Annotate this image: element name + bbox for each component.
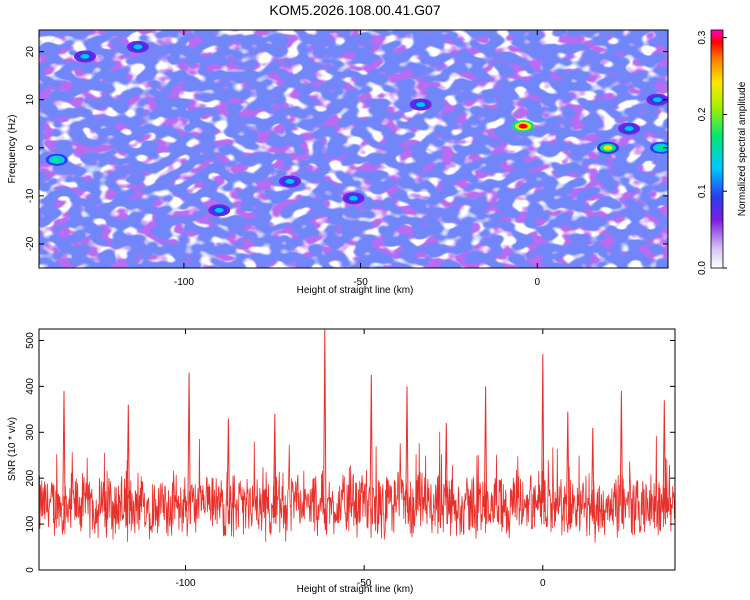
snr-y-tick-label: 100 (25, 515, 36, 532)
snr-y-tick-label: 300 (25, 424, 36, 441)
snr-peak (619, 390, 624, 525)
heatmap-y-tick-label: -20 (25, 236, 36, 251)
snr-noise-line (39, 431, 675, 543)
hotspot-core (652, 97, 662, 103)
snr-peak (541, 354, 545, 525)
snr-x-label: Height of straight line (km) (297, 584, 414, 595)
hotspot-core (52, 157, 62, 163)
heatmap-hotspot (646, 93, 668, 106)
heatmap-y-tick-label: 0 (25, 145, 36, 151)
colorbar-tick-label: 0.1 (697, 184, 708, 198)
heatmap-x-tick-label: -100 (174, 277, 194, 288)
hotspot-core (416, 102, 426, 107)
snr-x-tick-label: -100 (175, 578, 195, 589)
hotspot-core (656, 145, 666, 151)
heatmap-x-tick-label: -50 (353, 277, 368, 288)
hotspot-core (133, 44, 143, 50)
heatmap-hotspot (126, 40, 149, 53)
snr-peak (126, 404, 130, 525)
heatmap-x-tick-label: 0 (534, 277, 540, 288)
heatmap-hotspot (512, 120, 535, 133)
snr-peak (369, 374, 373, 525)
heatmap-x-label: Height of straight line (km) (297, 285, 414, 296)
snr-peak (226, 418, 231, 525)
heatmap-hotspot (342, 192, 365, 205)
colorbar-gradient (710, 29, 724, 269)
snr-panel: -100 -50 0 0 100 200 300 400 500 Height of strai… (7, 328, 676, 595)
snr-peak (662, 400, 666, 525)
colorbar-tick-label: 0.2 (697, 107, 708, 121)
hotspot-core (624, 126, 634, 131)
colorbar-tick-label: 0.3 (697, 30, 708, 44)
snr-axes: -100 -50 0 0 100 200 300 400 500 (25, 329, 675, 589)
heatmap-hotspot (45, 153, 68, 166)
heatmap-hotspot (73, 50, 96, 63)
heatmap-y-tick-label: -10 (25, 188, 36, 203)
heatmap-y-tick-label: 20 (25, 46, 36, 58)
snr-peak (591, 427, 595, 525)
heatmap-hotspot (596, 141, 619, 154)
snr-peak (187, 372, 191, 525)
heatmap-hotspot (618, 122, 641, 135)
snr-peak (483, 386, 488, 525)
snr-peak (566, 411, 570, 525)
snr-y-tick-label: 0 (25, 567, 36, 573)
heatmap-texture-peaks (39, 30, 668, 268)
hotspot-core (603, 145, 613, 151)
colorbar-label: Normalized spectral amplitude (737, 81, 748, 216)
snr-peaks (62, 329, 666, 525)
hotspot-core (349, 195, 358, 201)
snr-y-tick-label: 200 (25, 469, 36, 486)
colorbar-ticks: 0.0 0.1 0.2 0.3 (697, 30, 727, 275)
snr-peak (444, 423, 448, 525)
hotspot-core (285, 179, 295, 184)
colorbar-tick-label: 0.0 (697, 261, 708, 275)
heatmap-hotspot (649, 141, 668, 154)
snr-y-tick-label: 400 (25, 378, 36, 395)
hotspot-core (214, 207, 224, 213)
snr-y-label: SNR (10 * v/v) (7, 417, 18, 481)
heatmap-y-label: Frequency (Hz) (7, 115, 18, 184)
snr-peak (323, 329, 327, 525)
colorbar: 0.0 0.1 0.2 0.3 Normalized spectral amplitu… (697, 29, 748, 275)
chart-title: KOM5.2026.108.00.41.G07 (269, 2, 440, 18)
hotspot-core (518, 123, 528, 129)
heatmap-field (39, 30, 668, 268)
heatmap-frame (38, 29, 669, 269)
snr-peak (405, 386, 409, 525)
heatmap-hotspots (45, 40, 668, 217)
heatmap-hotspot (409, 98, 432, 111)
snr-y-tick-label: 500 (25, 332, 36, 349)
snr-peak (273, 413, 277, 525)
snr-peak (62, 390, 66, 525)
snr-frame (38, 328, 676, 571)
heatmap-hotspot (208, 204, 231, 217)
snr-x-tick-label: 0 (540, 578, 546, 589)
heatmap-hotspot (278, 175, 301, 188)
snr-x-tick-label: -50 (357, 578, 372, 589)
hotspot-core (80, 54, 90, 59)
heatmap-y-tick-label: 10 (25, 94, 36, 106)
